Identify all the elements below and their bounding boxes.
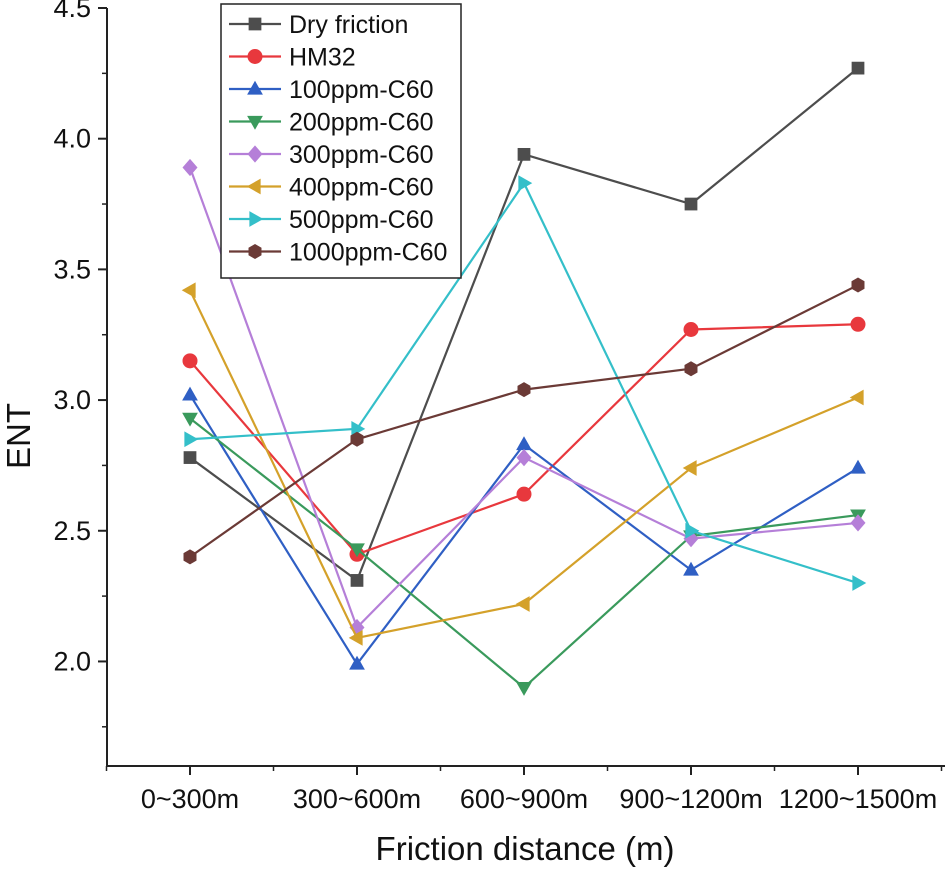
series-500ppm-c60 [184,175,867,591]
marker-hexagon [248,244,262,259]
marker-circle [683,321,699,337]
series-dry-friction [183,61,865,587]
marker-diamond [182,158,198,177]
marker-hexagon [851,277,865,293]
marker-hexagon [517,382,531,398]
marker-hexagon [183,549,197,565]
legend-label: 500ppm-C60 [289,206,434,234]
marker-triangle-left [181,282,196,299]
x-tick-label: 300~600m [293,784,421,814]
marker-diamond [247,145,263,163]
legend-item: 1000ppm-C60 [229,239,447,267]
legend-item: 500ppm-C60 [229,206,434,234]
legend-item: 400ppm-C60 [229,174,434,202]
marker-triangle-up [683,561,699,576]
marker-square [517,147,531,161]
series-100ppm-c60 [182,386,866,670]
marker-triangle-down [349,543,365,558]
legend-item: Dry friction [229,11,408,39]
marker-triangle-left [246,178,261,195]
y-tick-label: 2.0 [53,646,91,676]
legend-label: 1000ppm-C60 [289,239,447,267]
series-line [189,394,859,667]
marker-circle [850,316,866,332]
legend-label: Dry friction [289,11,408,39]
legend-label: 100ppm-C60 [289,76,434,104]
marker-triangle-down [247,115,263,130]
marker-circle [182,353,198,369]
series-400ppm-c60 [181,282,864,646]
marker-triangle-up [247,80,263,95]
x-tick-label: 900~1200m [619,784,762,814]
legend-label: 300ppm-C60 [289,141,434,169]
legend-label: 400ppm-C60 [289,174,434,202]
marker-triangle-right [685,522,700,539]
marker-triangle-right [184,431,199,448]
y-tick-label: 4.0 [53,124,91,154]
marker-triangle-up [349,655,365,670]
marker-circle [247,49,263,64]
y-axis-title: ENT [0,403,37,469]
marker-triangle-left [348,630,363,646]
series-line [189,284,859,558]
legend-item: 100ppm-C60 [229,76,434,104]
marker-triangle-up [516,436,532,451]
legend-item: 300ppm-C60 [229,141,434,169]
marker-diamond [516,448,532,467]
marker-hexagon [684,361,698,377]
x-tick-label: 0~300m [141,784,239,814]
marker-square [183,451,197,464]
marker-triangle-up [182,386,198,401]
legend: Dry friction HM32 100ppm-C60 200ppm-C60 300p… [220,3,462,279]
y-tick-label: 2.5 [53,516,91,546]
legend-box [220,3,462,279]
marker-triangle-left [682,460,697,476]
axes: 2.0 2.5 3.0 3.5 4.0 4.5 0~300m 300~600m 600~900m… [53,0,945,814]
y-tick-label: 3.5 [53,254,91,284]
marker-triangle-right [351,420,366,437]
marker-square [350,574,364,587]
marker-diamond [850,514,866,532]
marker-triangle-down [516,681,532,696]
marker-triangle-up [850,459,866,474]
marker-triangle-right [518,175,533,191]
marker-square [851,61,865,75]
y-tick-label: 4.5 [53,0,91,23]
marker-square [248,17,262,31]
marker-triangle-left [849,389,864,406]
legend-item: 200ppm-C60 [229,109,434,137]
marker-triangle-right [852,575,867,591]
x-axis-title: Friction distance (m) [376,830,675,867]
series-1000ppm-c60 [183,277,865,565]
legend-item: HM32 [229,44,356,72]
marker-triangle-left [515,596,530,612]
marker-square [684,197,698,211]
x-tick-label: 1200~1500m [779,784,937,814]
marker-hexagon [350,431,364,447]
marker-circle [516,486,532,502]
marker-triangle-down [182,412,198,427]
legend-label: 200ppm-C60 [289,109,434,137]
marker-triangle-right [249,211,264,227]
y-tick-label: 3.0 [53,385,91,415]
series-layer [181,61,867,696]
x-tick-label: 600~900m [460,784,588,814]
legend-label: HM32 [289,44,356,72]
